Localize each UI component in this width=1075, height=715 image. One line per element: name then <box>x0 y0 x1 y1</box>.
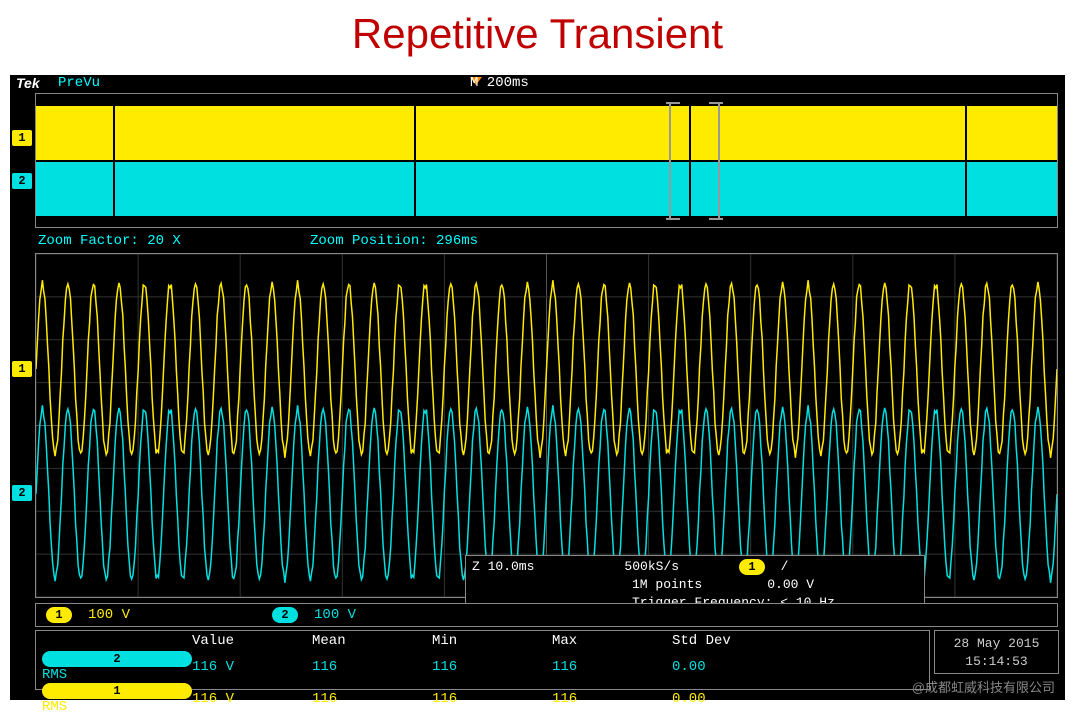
ch1-main-marker: 1 <box>12 361 32 377</box>
acq-mode: PreVu <box>58 75 100 91</box>
meas-mean: 116 <box>312 659 432 675</box>
meas-std: 0.00 <box>672 659 792 675</box>
measurements-header: ValueMeanMinMaxStd Dev <box>36 631 929 651</box>
transient-notch <box>965 162 967 216</box>
measurements-table: ValueMeanMinMaxStd Dev 2 RMS116 V1161161… <box>35 630 930 690</box>
zoom-timediv: Z 10.0ms <box>472 558 534 576</box>
record-points: 1M points <box>632 576 702 594</box>
waveform-svg <box>36 254 1057 597</box>
watermark-text: @成都虹威科技有限公司 <box>912 677 1055 696</box>
overview-ch1-band <box>36 106 1057 160</box>
date-text: 28 May 2015 <box>935 635 1058 653</box>
overview-ch2-band <box>36 162 1057 216</box>
ch1-scale-badge: 1 <box>46 607 72 623</box>
meas-row: 2 RMS116 V1161161160.00 <box>36 651 929 683</box>
oscilloscope-screen: Tek PreVu M 200ms 1 2 Zoom Factor: 20 X … <box>10 75 1065 700</box>
sample-rate: 500kS/s <box>624 558 679 576</box>
ch1-scale-value: 100 V <box>88 607 130 623</box>
ch2-scale-badge: 2 <box>272 607 298 623</box>
meas-min: 116 <box>432 659 552 675</box>
main-waveform-pane[interactable] <box>35 253 1058 598</box>
meas-value: 116 V <box>192 659 312 675</box>
meas-header-cell: Max <box>552 633 672 649</box>
meas-name: RMS <box>42 667 67 683</box>
top-bar: Tek PreVu M 200ms <box>10 75 1065 93</box>
ch2-main-marker: 2 <box>12 485 32 501</box>
trigger-slope-icon: / <box>781 559 789 574</box>
time-text: 15:14:53 <box>935 653 1058 671</box>
meas-ch-badge: 2 <box>42 651 192 667</box>
transient-notch <box>113 106 115 160</box>
overview-pane[interactable] <box>35 93 1058 228</box>
ch2-scale-value: 100 V <box>314 607 356 623</box>
page-title: Repetitive Transient <box>0 0 1075 66</box>
zoom-factor-label: Zoom Factor: 20 X <box>38 233 181 249</box>
meas-header-cell: Std Dev <box>672 633 792 649</box>
overview-timediv: M 200ms <box>470 75 529 91</box>
transient-notch <box>414 106 416 160</box>
meas-value: 116 V <box>192 691 312 707</box>
meas-row: 1 RMS116 V1161161160.00 <box>36 683 929 715</box>
meas-header-cell: Mean <box>312 633 432 649</box>
zoom-window-bracket[interactable] <box>669 102 720 220</box>
meas-max: 116 <box>552 659 672 675</box>
meas-name: RMS <box>42 699 67 715</box>
ch1-overview-marker: 1 <box>12 130 32 146</box>
transient-notch <box>414 162 416 216</box>
meas-header-cell <box>42 633 192 649</box>
channel-scale-row: 1 100 V 2 100 V <box>35 603 1058 627</box>
trigger-source-badge: 1 <box>739 559 765 575</box>
meas-mean: 116 <box>312 691 432 707</box>
meas-header-cell: Min <box>432 633 552 649</box>
meas-min: 116 <box>432 691 552 707</box>
meas-max: 116 <box>552 691 672 707</box>
meas-header-cell: Value <box>192 633 312 649</box>
transient-notch <box>965 106 967 160</box>
transient-notch <box>113 162 115 216</box>
meas-ch-badge: 1 <box>42 683 192 699</box>
brand-logo: Tek <box>16 75 40 91</box>
datetime-box: 28 May 2015 15:14:53 <box>934 630 1059 674</box>
trigger-level: 0.00 V <box>767 576 814 594</box>
ch2-overview-marker: 2 <box>12 173 32 189</box>
meas-std: 0.00 <box>672 691 792 707</box>
zoom-position-label: Zoom Position: 296ms <box>310 233 478 249</box>
